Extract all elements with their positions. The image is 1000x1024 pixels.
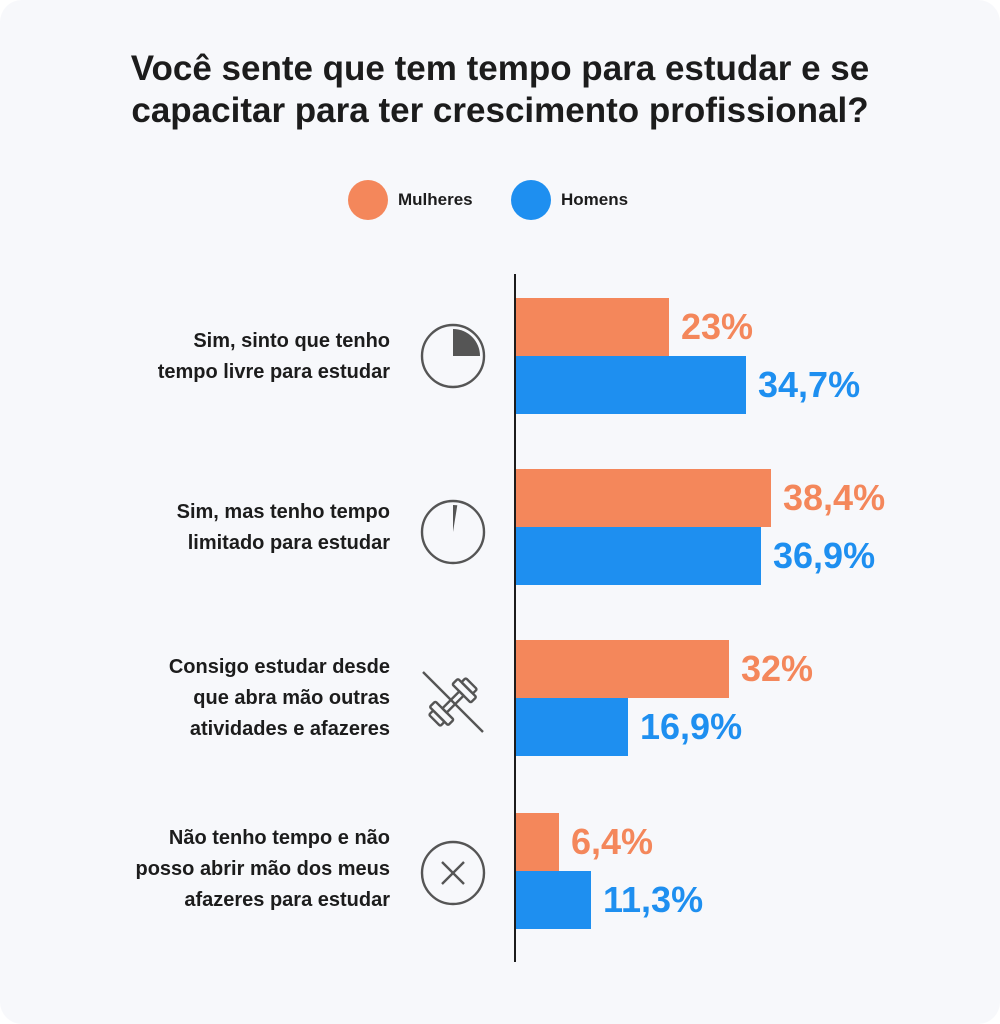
bar-mulheres bbox=[516, 469, 771, 527]
legend-label-mulheres: Mulheres bbox=[398, 190, 473, 209]
data-label-mulheres: 23% bbox=[681, 306, 754, 347]
y-axis-line bbox=[514, 274, 516, 962]
category-label: Consigo estudar desde que abra mão outra… bbox=[168, 655, 390, 740]
category-label: Não tenho tempo e não posso abrir mão do… bbox=[135, 826, 390, 911]
legend-swatch-homens bbox=[511, 180, 551, 220]
bar-mulheres bbox=[516, 640, 729, 698]
clock-quarter-icon bbox=[420, 323, 486, 389]
data-label-mulheres: 32% bbox=[741, 648, 814, 689]
category-label: Sim, mas tenho tempo limitado para estud… bbox=[176, 501, 390, 554]
x-circle-icon bbox=[420, 840, 486, 906]
bar-mulheres bbox=[516, 813, 559, 871]
clock-sliver-icon bbox=[420, 499, 486, 565]
bar-homens bbox=[516, 698, 628, 756]
legend-label-homens: Homens bbox=[561, 190, 629, 209]
data-label-homens: 16,9% bbox=[640, 706, 743, 747]
data-label-mulheres: 38,4% bbox=[783, 477, 886, 518]
data-label-homens: 11,3% bbox=[603, 879, 704, 920]
bar-homens bbox=[516, 871, 591, 929]
bar-mulheres bbox=[516, 298, 669, 356]
legend-item-homens: Homens bbox=[511, 180, 628, 220]
data-label-homens: 34,7% bbox=[758, 364, 861, 405]
bar-homens bbox=[516, 356, 746, 414]
data-label-homens: 36,9% bbox=[773, 535, 876, 576]
legend-swatch-mulheres bbox=[348, 180, 388, 220]
dumbbell-crossed-icon bbox=[422, 671, 484, 733]
bar-homens bbox=[516, 527, 761, 585]
data-label-mulheres: 6,4% bbox=[571, 821, 654, 862]
chart-title: Você sente que tem tempo para estudar e … bbox=[130, 49, 870, 130]
legend-item-mulheres: Mulheres bbox=[348, 180, 473, 220]
category-label: Sim, sinto que tenho tempo livre para es… bbox=[157, 330, 390, 383]
